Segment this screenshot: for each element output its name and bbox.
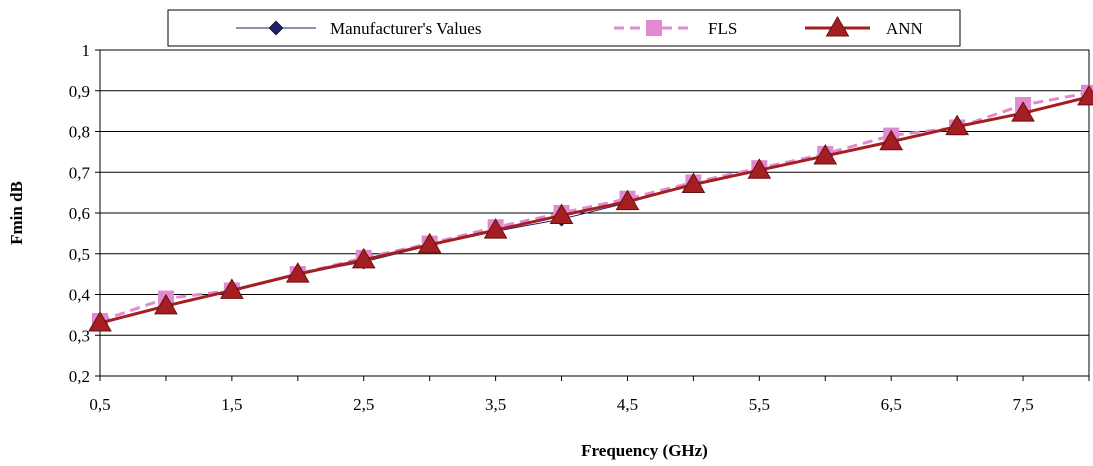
data-point-triangle [483, 218, 508, 239]
x-tick-label: 1,5 [221, 395, 242, 414]
y-tick-label: 0,9 [69, 82, 90, 101]
data-point-triangle [549, 203, 574, 224]
grid [100, 49, 1089, 377]
x-tick-label: 4,5 [617, 395, 638, 414]
y-axis: 0,2 0,3 0,4 0,5 0,6 0,7 0,8 0,9 1 [69, 41, 100, 386]
y-axis-title: Fmin dB [7, 181, 26, 245]
x-tick-label: 3,5 [485, 395, 506, 414]
legend-swatch-marker [825, 16, 850, 37]
legend-item: Manufacturer's Values [236, 19, 481, 38]
y-tick-label: 0,5 [69, 245, 90, 264]
legend-swatch-marker [646, 20, 662, 36]
x-axis-title: Frequency (GHz) [581, 441, 708, 460]
x-axis: 0,5 1,5 2,5 3,5 4,5 5,5 6,5 7,5 [89, 376, 1090, 414]
series [88, 84, 1093, 332]
series-triangle [88, 84, 1093, 332]
y-tick-label: 0,6 [69, 204, 90, 223]
x-tick-label: 6,5 [881, 395, 902, 414]
legend-swatch-marker [268, 20, 284, 36]
y-tick-label: 0,2 [69, 367, 90, 386]
x-tick-label: 2,5 [353, 395, 374, 414]
legend-item: ANN [805, 16, 923, 38]
y-tick-label: 1 [82, 41, 91, 60]
x-tick-label: 0,5 [89, 395, 110, 414]
data-point-triangle [417, 232, 442, 254]
legend-item: FLS [614, 19, 737, 38]
y-tick-label: 0,7 [69, 163, 91, 182]
x-tick-label: 5,5 [749, 395, 770, 414]
data-point-triangle [285, 262, 310, 283]
data-point-triangle [351, 247, 376, 269]
y-tick-label: 0,3 [69, 326, 90, 345]
data-point-triangle [615, 189, 640, 211]
data-point-triangle [154, 293, 178, 315]
y-tick-label: 0,8 [69, 123, 90, 142]
data-point-triangle [945, 114, 970, 136]
legend-label: Manufacturer's Values [330, 19, 481, 38]
data-point-triangle [747, 158, 772, 179]
data-point-triangle [1077, 84, 1093, 106]
data-point-triangle [681, 172, 706, 193]
data-point-triangle [813, 143, 838, 165]
x-tick-label: 7,5 [1012, 395, 1033, 414]
data-point-triangle [88, 311, 112, 332]
y-tick-label: 0,4 [69, 286, 91, 305]
series-square [92, 84, 1093, 329]
data-point-triangle [1011, 101, 1035, 122]
legend: Manufacturer's Values FLS ANN [167, 9, 961, 47]
data-point-triangle [879, 129, 904, 151]
legend-label: ANN [886, 19, 923, 38]
legend-label: FLS [708, 19, 737, 38]
data-point-triangle [219, 278, 244, 299]
series-line [99, 95, 1090, 325]
